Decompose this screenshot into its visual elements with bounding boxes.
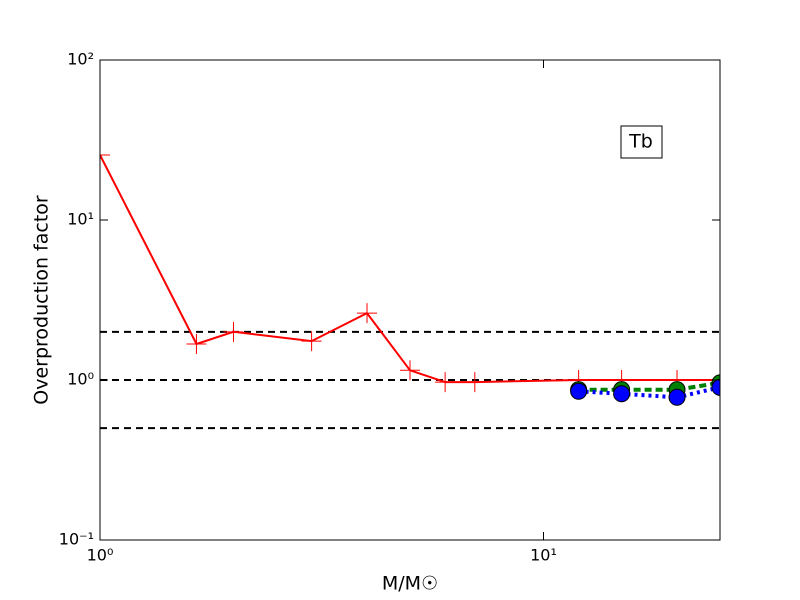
- series-line: [578, 380, 720, 392]
- annotation: Tb: [628, 131, 653, 153]
- marker: [186, 333, 207, 354]
- marker: [223, 321, 244, 342]
- y-tick-label: 10⁻¹: [59, 530, 94, 549]
- marker: [301, 331, 322, 352]
- series-line: [578, 385, 720, 400]
- x-tick-label: 10⁰: [87, 546, 114, 565]
- marker: [435, 372, 456, 393]
- x-tick-label: 10¹: [530, 546, 557, 565]
- y-axis-label: Overproduction factor: [31, 195, 53, 405]
- axes-frame: [99, 59, 721, 541]
- marker: [668, 388, 686, 406]
- marker: [570, 382, 588, 400]
- marker: [357, 303, 378, 324]
- marker: [400, 360, 420, 381]
- y-tick-label: 10⁰: [67, 370, 94, 389]
- marker: [464, 372, 485, 393]
- marker: [711, 378, 720, 396]
- series-line: [100, 154, 720, 384]
- annotation-box: [620, 125, 663, 159]
- y-tick-label: 10²: [67, 50, 94, 69]
- y-tick-label: 10¹: [67, 210, 94, 229]
- x-axis-label: M/M☉: [382, 573, 438, 595]
- plot-area: [100, 144, 720, 430]
- marker: [100, 144, 110, 165]
- marker: [613, 385, 631, 403]
